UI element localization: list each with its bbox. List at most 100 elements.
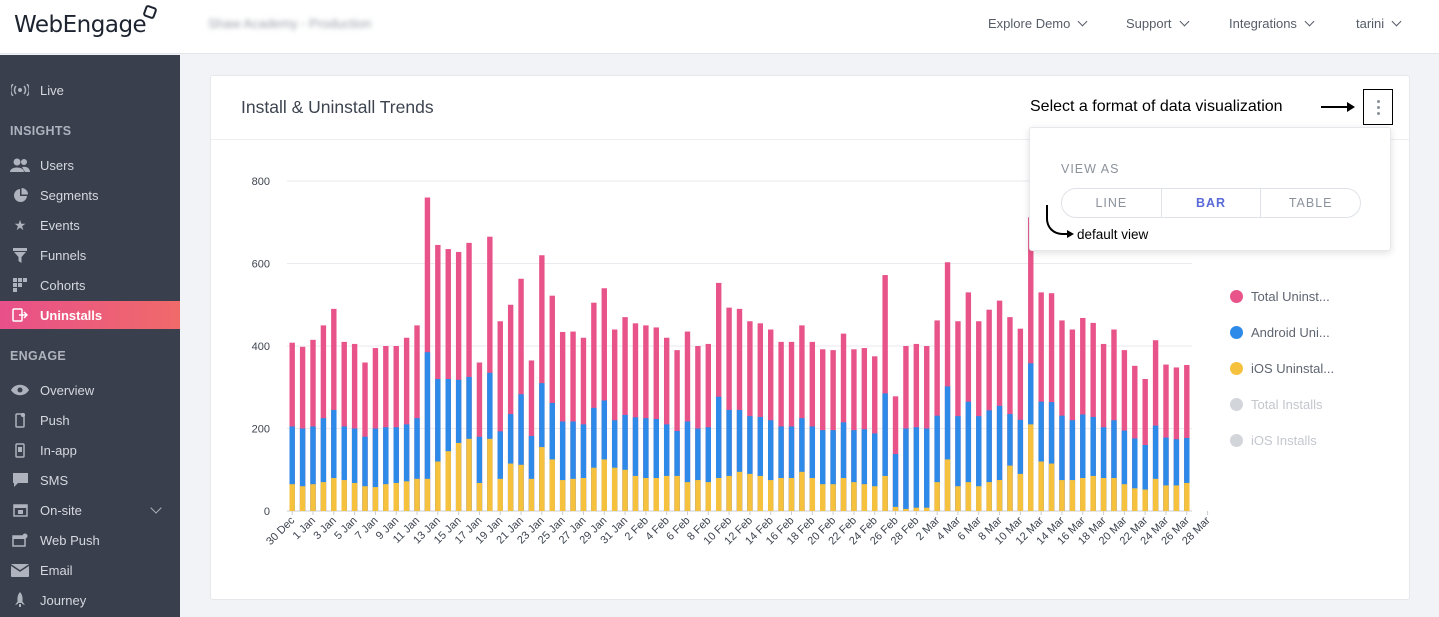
bar-android-uninstalls: [684, 421, 691, 511]
default-view-arrow: [1046, 205, 1068, 235]
sidebar-item-push[interactable]: Push: [0, 406, 180, 434]
bar-ios-uninstalls: [944, 459, 951, 511]
default-view-note: default view: [1077, 227, 1149, 242]
sidebar-item-label: SMS: [40, 472, 69, 488]
bar-ios-uninstalls: [851, 482, 857, 511]
bar-total-uninstalls: [310, 339, 316, 511]
bar-ios-uninstalls: [299, 486, 306, 511]
bar-ios-uninstalls: [861, 484, 868, 511]
chevron-down-icon[interactable]: [150, 502, 162, 514]
bar-android-uninstalls: [768, 420, 774, 511]
sidebar-section-insights: INSIGHTS: [10, 124, 72, 138]
legend-item[interactable]: Total Installs: [1230, 396, 1410, 412]
bar-android-uninstalls: [1007, 414, 1013, 511]
bar-ios-uninstalls: [455, 442, 462, 511]
sidebar-item-on-site[interactable]: On-site: [0, 496, 180, 524]
sidebar-item-live[interactable]: Live: [0, 76, 180, 104]
legend-item[interactable]: iOS Installs: [1230, 432, 1410, 448]
bar-android-uninstalls: [1069, 420, 1076, 511]
bar-ios-uninstalls: [507, 463, 514, 511]
bar-total-uninstalls: [726, 307, 732, 511]
bar-android-uninstalls: [507, 414, 514, 511]
bar-android-uninstalls: [1132, 438, 1138, 511]
x-tick-label: 3 Jan: [311, 515, 339, 543]
sidebar-item-funnels[interactable]: Funnels: [0, 241, 180, 269]
webengage-logo[interactable]: WebEngage: [14, 4, 158, 38]
sidebar-item-in-app[interactable]: In-app: [0, 436, 180, 464]
account-label: Shaw Academy - Production: [208, 16, 372, 31]
sidebar-item-events[interactable]: ★ Events: [0, 211, 180, 239]
bar-ios-uninstalls: [383, 484, 389, 511]
bar-android-uninstalls: [747, 416, 753, 511]
nav-integrations-label: Integrations: [1229, 16, 1297, 31]
bar-total-uninstalls: [507, 304, 514, 511]
bar-total-uninstalls: [497, 321, 503, 511]
bar-android-uninstalls: [715, 396, 722, 511]
sidebar-item-overview[interactable]: Overview: [0, 376, 180, 404]
legend-item[interactable]: iOS Uninstal...: [1230, 360, 1410, 376]
bar-ios-uninstalls: [622, 469, 628, 511]
sidebar-item-label: Segments: [40, 187, 99, 203]
nav-explore-demo[interactable]: Explore Demo: [988, 16, 1088, 31]
bar-android-uninstalls: [1017, 419, 1024, 511]
bar-ios-uninstalls: [1007, 465, 1013, 511]
bar-android-uninstalls: [1090, 416, 1096, 511]
bar-total-uninstalls: [351, 343, 358, 511]
kebab-dot: [1376, 105, 1380, 109]
bar-android-uninstalls: [341, 426, 347, 511]
sidebar-item-cohorts[interactable]: Cohorts: [0, 271, 180, 299]
bar-android-uninstalls: [1142, 445, 1148, 511]
legend-swatch: [1230, 397, 1243, 411]
view-option-table[interactable]: TABLE: [1288, 196, 1333, 210]
sidebar-item-journey[interactable]: Journey: [0, 586, 180, 614]
bar-ios-uninstalls: [1111, 478, 1117, 511]
bar-ios-uninstalls: [788, 478, 795, 511]
bar-ios-uninstalls: [872, 486, 878, 511]
sidebar-item-email[interactable]: Email: [0, 556, 180, 584]
sidebar: Live INSIGHTS Users Segments ★ Events Fu…: [0, 55, 180, 617]
bar-ios-uninstalls: [414, 478, 420, 511]
account-switcher[interactable]: Shaw Academy - Production: [208, 16, 371, 31]
bar-ios-uninstalls: [1184, 482, 1190, 511]
annotation-text: Select a format of data visualization: [1030, 98, 1283, 115]
bar-ios-uninstalls: [372, 487, 379, 511]
bar-android-uninstalls: [403, 424, 410, 511]
legend-item[interactable]: Android Uni...: [1230, 324, 1410, 340]
bar-ios-uninstalls: [403, 481, 410, 511]
bar-android-uninstalls: [549, 402, 555, 511]
view-option-bar[interactable]: BAR: [1162, 189, 1262, 217]
pie-icon: [10, 187, 30, 203]
bar-android-uninstalls: [362, 436, 368, 511]
bar-ios-uninstalls: [684, 482, 691, 511]
kebab-dot: [1376, 111, 1380, 115]
legend-label: Android Uni...: [1251, 324, 1330, 340]
sidebar-item-sms[interactable]: SMS: [0, 466, 180, 494]
bar-android-uninstalls: [289, 426, 295, 511]
bar-android-uninstalls: [435, 379, 441, 511]
nav-explore-demo-label: Explore Demo: [988, 16, 1071, 31]
sidebar-item-web-push[interactable]: Web Push: [0, 526, 180, 554]
sidebar-item-users[interactable]: Users: [0, 151, 180, 179]
nav-support[interactable]: Support: [1126, 16, 1189, 31]
bar-android-uninstalls: [528, 435, 535, 511]
legend-item[interactable]: Total Uninst...: [1230, 288, 1410, 304]
view-as-dropdown: VIEW AS LINE BAR TABLE default view: [1029, 127, 1391, 251]
bar-android-uninstalls: [331, 409, 337, 511]
bar-android-uninstalls: [622, 414, 628, 511]
nav-integrations[interactable]: Integrations: [1229, 16, 1315, 31]
bar-android-uninstalls: [809, 426, 816, 511]
onsite-icon: [10, 503, 30, 517]
bar-ios-uninstalls: [903, 508, 909, 511]
more-options-button[interactable]: [1363, 89, 1393, 125]
nav-user-menu[interactable]: tarini: [1356, 16, 1402, 31]
bar-android-uninstalls: [299, 428, 306, 511]
bar-ios-uninstalls: [320, 482, 327, 511]
sidebar-item-segments[interactable]: Segments: [0, 181, 180, 209]
bar-ios-uninstalls: [362, 486, 368, 511]
y-axis: 0 200 400 600 800: [252, 176, 270, 518]
sidebar-item-uninstalls[interactable]: Uninstalls: [0, 301, 180, 329]
view-option-line[interactable]: LINE: [1062, 189, 1162, 217]
bar-total-uninstalls: [435, 244, 441, 511]
